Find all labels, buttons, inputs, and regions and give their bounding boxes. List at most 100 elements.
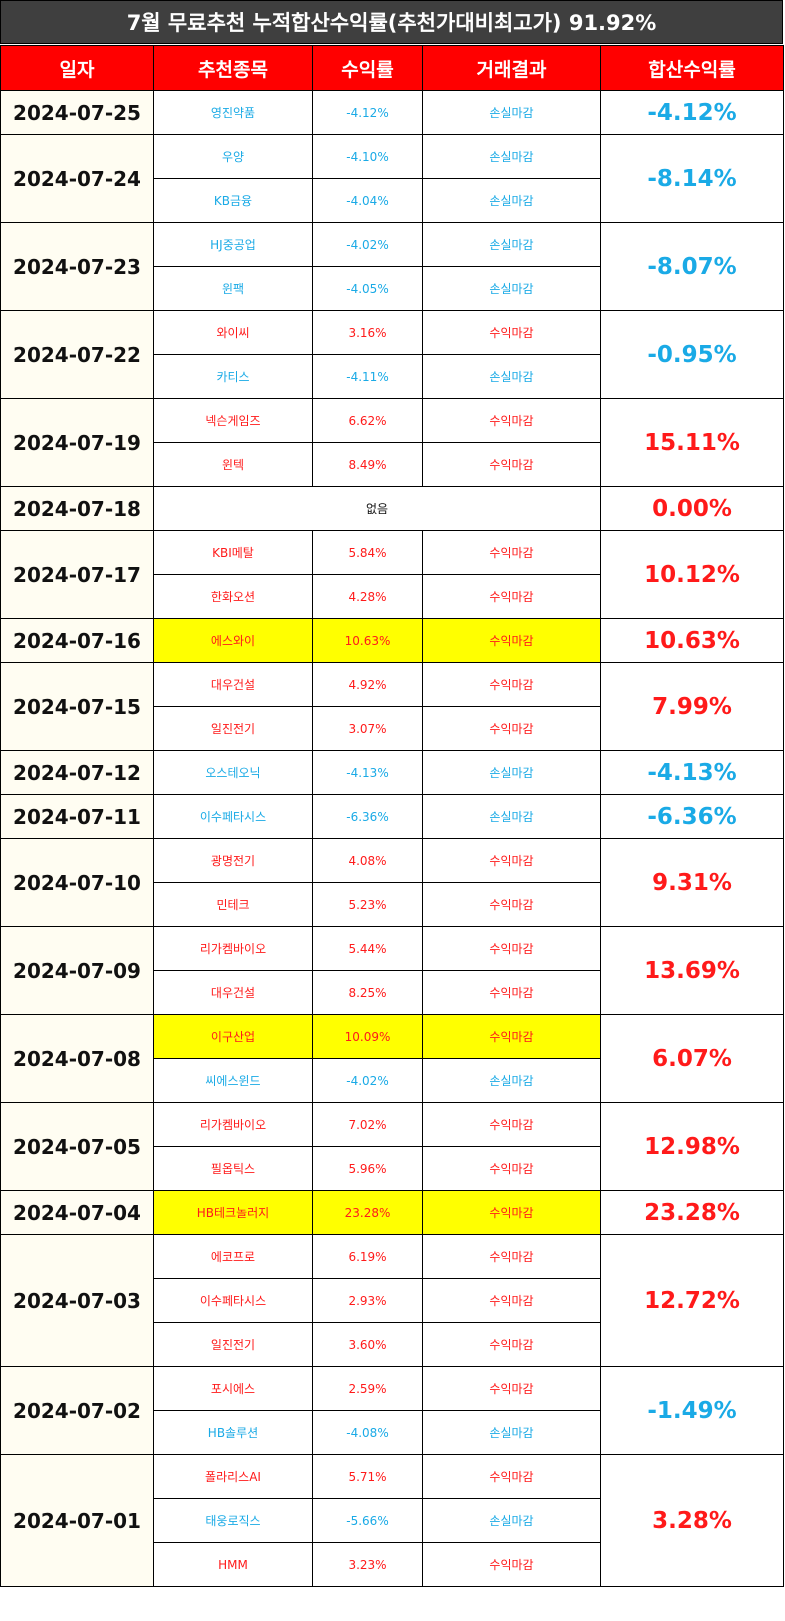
result-cell: 손실마감 bbox=[422, 90, 601, 135]
date-cell: 2024-07-05 bbox=[0, 1102, 154, 1191]
stock-name-cell: 이수페타시스 bbox=[153, 1278, 313, 1323]
return-cell: 7.02% bbox=[312, 1102, 423, 1147]
result-cell: 수익마감 bbox=[422, 1014, 601, 1059]
table-row: 2024-07-01 폴라리스AI 5.71% 수익마감 3.28% bbox=[0, 1454, 784, 1587]
stock-name-cell: 영진약품 bbox=[153, 90, 313, 135]
return-cell: 5.84% bbox=[312, 530, 423, 575]
date-cell: 2024-07-18 bbox=[0, 486, 154, 531]
return-cell: 5.23% bbox=[312, 882, 423, 927]
stock-name-cell: 에스와이 bbox=[153, 618, 313, 663]
sum-return-cell: 12.98% bbox=[600, 1102, 784, 1191]
page-title: 7월 무료추천 누적합산수익률(추천가대비최고가) 91.92% bbox=[0, 0, 783, 44]
date-cell: 2024-07-01 bbox=[0, 1454, 154, 1587]
result-cell: 손실마감 bbox=[422, 222, 601, 267]
stock-name-cell: 카티스 bbox=[153, 354, 313, 399]
result-cell: 손실마감 bbox=[422, 1498, 601, 1543]
date-cell: 2024-07-19 bbox=[0, 398, 154, 487]
sum-return-cell: 13.69% bbox=[600, 926, 784, 1015]
sum-return-cell: -8.07% bbox=[600, 222, 784, 311]
date-cell: 2024-07-25 bbox=[0, 90, 154, 135]
table-row: 필옵틱스 5.96% 수익마감 bbox=[1, 1146, 784, 1191]
sum-return-cell: -6.36% bbox=[600, 794, 784, 839]
header-date: 일자 bbox=[0, 45, 154, 91]
table-row: 2024-07-16 에스와이 10.63% 수익마감 10.63% bbox=[0, 618, 784, 663]
table-row: 이수페타시스 2.93% 수익마감 bbox=[1, 1278, 784, 1323]
header-result: 거래결과 bbox=[422, 45, 601, 91]
stock-name-cell: 한화오션 bbox=[153, 574, 313, 619]
date-cell: 2024-07-17 bbox=[0, 530, 154, 619]
date-cell: 2024-07-16 bbox=[0, 618, 154, 663]
return-cell: 5.44% bbox=[312, 926, 423, 971]
table-row: 일진전기 3.07% 수익마감 bbox=[1, 706, 784, 751]
sum-return-cell: 10.12% bbox=[600, 530, 784, 619]
table-row: 카티스 -4.11% 손실마감 bbox=[1, 354, 784, 399]
table-row: 2024-07-11 이수페타시스 -6.36% 손실마감 -6.36% bbox=[0, 794, 784, 839]
date-cell: 2024-07-15 bbox=[0, 662, 154, 751]
result-cell: 수익마감 bbox=[422, 926, 601, 971]
sum-return-cell: 3.28% bbox=[600, 1454, 784, 1587]
return-cell: 23.28% bbox=[312, 1190, 423, 1235]
header-row: 일자 추천종목 수익률 거래결과 합산수익률 bbox=[0, 45, 784, 91]
date-cell: 2024-07-24 bbox=[0, 134, 154, 223]
return-cell: -4.02% bbox=[312, 1058, 423, 1103]
result-cell: 손실마감 bbox=[422, 1410, 601, 1455]
return-cell: 8.49% bbox=[312, 442, 423, 487]
date-cell: 2024-07-22 bbox=[0, 310, 154, 399]
stock-name-cell: HB솔루션 bbox=[153, 1410, 313, 1455]
table-row: 윈텍 8.49% 수익마감 bbox=[1, 442, 784, 487]
result-cell: 수익마감 bbox=[422, 1234, 601, 1279]
return-cell: -5.66% bbox=[312, 1498, 423, 1543]
sum-return-cell: 7.99% bbox=[600, 662, 784, 751]
return-cell: -4.05% bbox=[312, 266, 423, 311]
recommendation-table: 일자 추천종목 수익률 거래결과 합산수익률 2024-07-25 영진약품 -4.… bbox=[0, 45, 784, 1587]
sum-return-cell: 23.28% bbox=[600, 1190, 784, 1235]
result-cell: 수익마감 bbox=[422, 706, 601, 751]
sum-return-cell: 12.72% bbox=[600, 1234, 784, 1367]
return-cell: 6.19% bbox=[312, 1234, 423, 1279]
date-cell: 2024-07-04 bbox=[0, 1190, 154, 1235]
date-cell: 2024-07-02 bbox=[0, 1366, 154, 1455]
table-row: 대우건설 8.25% 수익마감 bbox=[1, 970, 784, 1015]
return-cell: 2.93% bbox=[312, 1278, 423, 1323]
return-cell: -4.12% bbox=[312, 90, 423, 135]
table-row: 2024-07-04 HB테크놀러지 23.28% 수익마감 23.28% bbox=[0, 1190, 784, 1235]
stock-name-cell: 이수페타시스 bbox=[153, 794, 313, 839]
sum-return-cell: 0.00% bbox=[600, 486, 784, 531]
return-cell: 3.16% bbox=[312, 310, 423, 355]
stock-name-cell: 오스테오닉 bbox=[153, 750, 313, 795]
date-cell: 2024-07-09 bbox=[0, 926, 154, 1015]
result-cell: 수익마감 bbox=[422, 574, 601, 619]
result-cell: 손실마감 bbox=[422, 794, 601, 839]
table-row: 윈팩 -4.05% 손실마감 bbox=[1, 266, 784, 311]
date-cell: 2024-07-11 bbox=[0, 794, 154, 839]
result-cell: 수익마감 bbox=[422, 530, 601, 575]
stock-name-cell: KB금융 bbox=[153, 178, 313, 223]
stock-name-cell: HB테크놀러지 bbox=[153, 1190, 313, 1235]
result-cell: 손실마감 bbox=[422, 354, 601, 399]
sum-return-cell: -1.49% bbox=[600, 1366, 784, 1455]
stock-name-cell: 대우건설 bbox=[153, 662, 313, 707]
table-row: 2024-07-22 와이씨 3.16% 수익마감 -0.95% bbox=[0, 310, 784, 399]
result-cell: 수익마감 bbox=[422, 1278, 601, 1323]
table-row: 2024-07-23 HJ중공업 -4.02% 손실마감 -8.07% bbox=[0, 222, 784, 311]
return-cell: 4.28% bbox=[312, 574, 423, 619]
result-cell: 손실마감 bbox=[422, 178, 601, 223]
result-cell: 수익마감 bbox=[422, 970, 601, 1015]
result-cell: 수익마감 bbox=[422, 882, 601, 927]
table-row: KB금융 -4.04% 손실마감 bbox=[1, 178, 784, 223]
stock-name-cell: 민테크 bbox=[153, 882, 313, 927]
stock-name-cell: KBI메탈 bbox=[153, 530, 313, 575]
table-row: 2024-07-10 광명전기 4.08% 수익마감 9.31% bbox=[0, 838, 784, 927]
table-row: 2024-07-24 우양 -4.10% 손실마감 -8.14% bbox=[0, 134, 784, 223]
return-cell: 5.71% bbox=[312, 1454, 423, 1499]
table-row: 민테크 5.23% 수익마감 bbox=[1, 882, 784, 927]
stock-name-cell: 일진전기 bbox=[153, 1322, 313, 1367]
table-row: 씨에스윈드 -4.02% 손실마감 bbox=[1, 1058, 784, 1103]
result-cell: 수익마감 bbox=[422, 442, 601, 487]
stock-name-cell: 대우건설 bbox=[153, 970, 313, 1015]
stock-name-cell: 와이씨 bbox=[153, 310, 313, 355]
result-cell: 손실마감 bbox=[422, 1058, 601, 1103]
return-cell: 3.07% bbox=[312, 706, 423, 751]
result-cell: 수익마감 bbox=[422, 1322, 601, 1367]
stock-name-cell: 윈텍 bbox=[153, 442, 313, 487]
